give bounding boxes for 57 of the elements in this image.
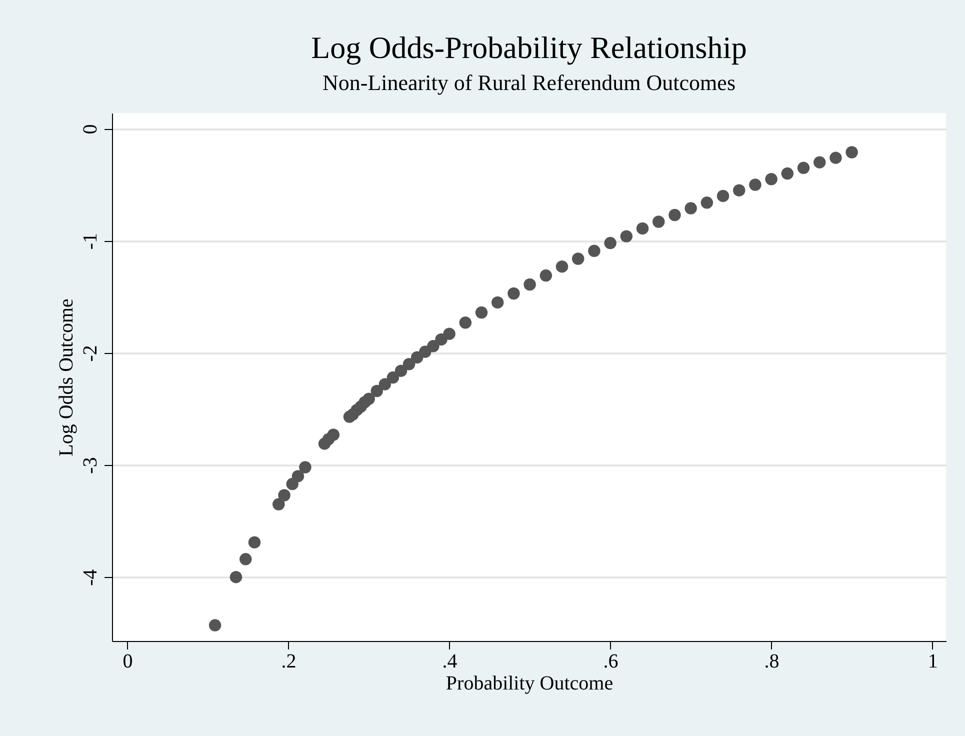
point <box>272 498 285 510</box>
point <box>684 202 697 214</box>
point <box>370 384 383 398</box>
chart-title: Log Odds-Probability Relationship <box>311 30 747 65</box>
x-tick-label: .2 <box>281 650 296 672</box>
point <box>620 230 633 242</box>
x-axis-title: Probability Outcome <box>446 672 614 694</box>
point <box>327 428 340 441</box>
point <box>540 269 552 282</box>
point <box>572 252 584 265</box>
point <box>846 146 858 158</box>
point <box>459 316 472 329</box>
x-tick-label: .8 <box>764 650 780 672</box>
point <box>278 489 290 502</box>
x-tick-label: .6 <box>603 650 618 672</box>
y-tick-label: -2 <box>80 345 102 362</box>
point <box>700 196 714 209</box>
point <box>362 392 375 405</box>
point <box>402 358 416 370</box>
x-tick-label: 1 <box>928 650 938 672</box>
point <box>556 260 568 273</box>
y-tick-label: -1 <box>80 232 102 250</box>
point <box>386 371 400 384</box>
point <box>475 306 488 319</box>
chart-subtitle: Non-Linearity of Rural Referendum Outcomes <box>322 70 736 95</box>
y-tick-label: -4 <box>80 569 102 586</box>
point <box>378 378 392 390</box>
x-tick-label: 0 <box>122 650 133 672</box>
y-tick-label: 0 <box>80 124 102 134</box>
point <box>813 156 826 168</box>
y-tick-label: -3 <box>80 457 102 474</box>
x-tick-label: .4 <box>442 650 458 672</box>
point <box>208 619 222 632</box>
point <box>732 184 746 196</box>
point <box>830 152 842 164</box>
point <box>292 470 304 482</box>
point <box>230 570 242 584</box>
point <box>248 536 261 548</box>
point <box>491 296 504 309</box>
point <box>765 173 778 186</box>
point <box>524 278 536 291</box>
point <box>781 167 794 180</box>
point <box>427 340 440 352</box>
point <box>604 236 616 250</box>
point <box>240 553 252 566</box>
point <box>508 287 520 300</box>
point <box>668 208 681 222</box>
point <box>652 216 665 228</box>
point <box>299 461 312 474</box>
point <box>443 328 456 340</box>
point <box>749 178 762 191</box>
point <box>636 222 649 235</box>
point <box>394 364 408 377</box>
point <box>588 244 600 257</box>
point <box>797 162 810 174</box>
y-axis-title: Log Odds Outcome <box>56 298 78 456</box>
point <box>716 190 730 202</box>
